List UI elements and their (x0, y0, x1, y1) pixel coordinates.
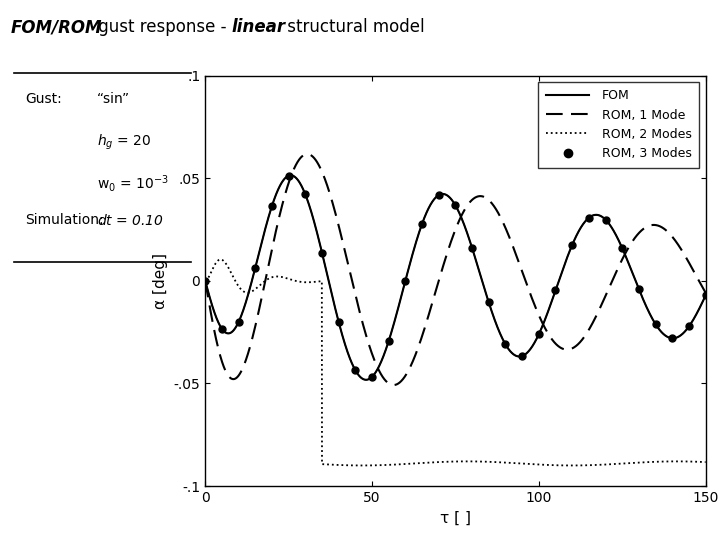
ROM, 3 Modes (534, 331, 543, 338)
ROM, 3 Modes (234, 319, 243, 325)
Text: linear: linear (232, 18, 286, 36)
ROM, 3 Modes (284, 172, 293, 179)
Text: $h_g$ = 20: $h_g$ = 20 (97, 132, 152, 152)
ROM, 3 Modes (351, 367, 360, 374)
ROM, 3 Modes (301, 191, 310, 198)
Line: FOM: FOM (205, 176, 706, 380)
ROM, 3 Modes (518, 353, 526, 359)
ROM, 1 Mode (201, 278, 210, 284)
Text: gust response -: gust response - (93, 18, 232, 36)
Text: Gust:: Gust: (25, 92, 62, 106)
ROM, 2 Modes (201, 278, 210, 284)
FOM (287, 172, 295, 179)
ROM, 3 Modes (434, 192, 443, 198)
ROM, 3 Modes (468, 245, 477, 251)
ROM, 3 Modes (334, 319, 343, 325)
ROM, 3 Modes (418, 221, 426, 227)
Text: FOM/ROM: FOM/ROM (11, 18, 102, 36)
ROM, 1 Mode (288, 171, 297, 177)
ROM, 1 Mode (701, 289, 710, 296)
ROM, 3 Modes (618, 245, 626, 251)
ROM, 3 Modes (585, 214, 593, 221)
ROM, 1 Mode (393, 381, 402, 387)
ROM, 1 Mode (415, 342, 423, 348)
ROM, 1 Mode (303, 151, 312, 157)
ROM, 2 Modes (638, 459, 647, 465)
ROM, 2 Modes (701, 459, 710, 465)
FOM (201, 278, 210, 284)
ROM, 2 Modes (216, 256, 225, 263)
Y-axis label: α [deg]: α [deg] (153, 253, 168, 309)
ROM, 3 Modes (384, 338, 393, 345)
ROM, 1 Mode (258, 292, 266, 298)
ROM, 3 Modes (485, 299, 493, 306)
Text: $dt$ = 0.10: $dt$ = 0.10 (97, 213, 164, 228)
Text: w$_0$ = 10$^{-3}$: w$_0$ = 10$^{-3}$ (97, 173, 169, 194)
ROM, 3 Modes (651, 321, 660, 327)
Line: ROM, 2 Modes: ROM, 2 Modes (205, 260, 706, 465)
ROM, 1 Mode (390, 382, 398, 388)
Text: structural model: structural model (282, 18, 425, 36)
FOM (288, 172, 297, 179)
ROM, 3 Modes (568, 242, 577, 248)
ROM, 3 Modes (268, 203, 276, 210)
ROM, 3 Modes (701, 292, 710, 299)
ROM, 3 Modes (217, 326, 226, 332)
ROM, 3 Modes (601, 217, 610, 223)
ROM, 3 Modes (634, 286, 643, 292)
ROM, 3 Modes (685, 323, 693, 330)
ROM, 2 Modes (393, 461, 402, 468)
Text: Simulation:: Simulation: (25, 213, 104, 227)
Legend: FOM, ROM, 1 Mode, ROM, 2 Modes, ROM, 3 Modes: FOM, ROM, 1 Mode, ROM, 2 Modes, ROM, 3 M… (539, 82, 699, 167)
FOM (258, 237, 266, 244)
ROM, 1 Mode (692, 272, 701, 279)
Line: ROM, 1 Mode: ROM, 1 Mode (205, 154, 706, 385)
ROM, 3 Modes (401, 278, 410, 284)
ROM, 3 Modes (251, 265, 260, 271)
ROM, 1 Mode (638, 227, 647, 233)
FOM (701, 292, 710, 299)
FOM (415, 229, 423, 235)
ROM, 3 Modes (201, 278, 210, 284)
ROM, 2 Modes (692, 458, 701, 465)
ROM, 2 Modes (358, 462, 366, 469)
ROM, 2 Modes (288, 276, 297, 283)
X-axis label: τ [ ]: τ [ ] (440, 510, 471, 525)
ROM, 3 Modes (501, 341, 510, 348)
ROM, 2 Modes (415, 460, 423, 467)
ROM, 3 Modes (368, 374, 377, 380)
ROM, 3 Modes (318, 249, 326, 256)
ROM, 3 Modes (552, 287, 560, 294)
FOM (692, 312, 701, 318)
FOM (361, 376, 370, 383)
ROM, 3 Modes (668, 335, 677, 341)
Text: “sin”: “sin” (97, 92, 130, 106)
ROM, 3 Modes (451, 202, 459, 208)
Line: ROM, 3 Modes: ROM, 3 Modes (202, 172, 709, 380)
FOM (638, 294, 647, 300)
ROM, 2 Modes (258, 280, 266, 286)
FOM (393, 308, 402, 314)
